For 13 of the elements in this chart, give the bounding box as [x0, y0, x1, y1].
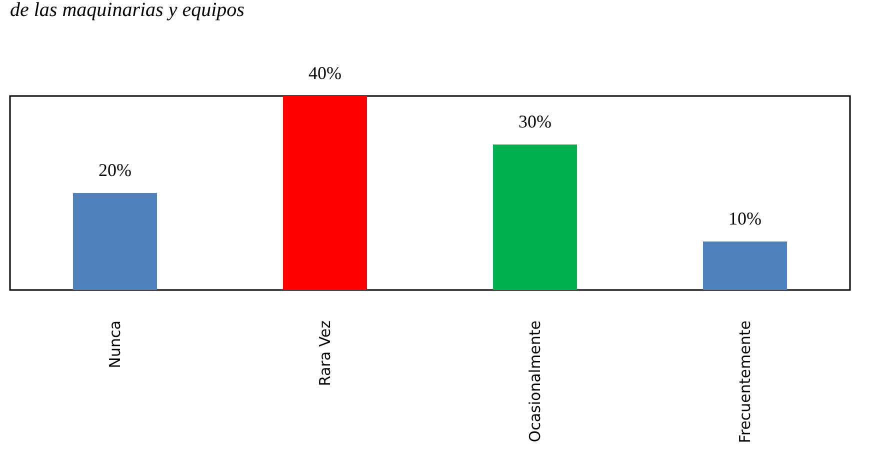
- x-tick-label: Ocasionalmente: [526, 320, 544, 442]
- bar: [283, 96, 367, 290]
- chart-title: de las maquinarias y equipos: [10, 0, 245, 21]
- bar: [73, 193, 157, 290]
- bar: [493, 144, 577, 290]
- bar: [703, 242, 787, 290]
- x-tick-label: Frecuentemente: [736, 320, 754, 444]
- data-label: 30%: [518, 112, 552, 132]
- data-label: 20%: [98, 160, 132, 180]
- x-tick-label: Rara Vez: [316, 320, 334, 386]
- data-label: 40%: [308, 63, 342, 83]
- x-tick-label: Nunca: [106, 320, 124, 368]
- data-label: 10%: [728, 208, 762, 228]
